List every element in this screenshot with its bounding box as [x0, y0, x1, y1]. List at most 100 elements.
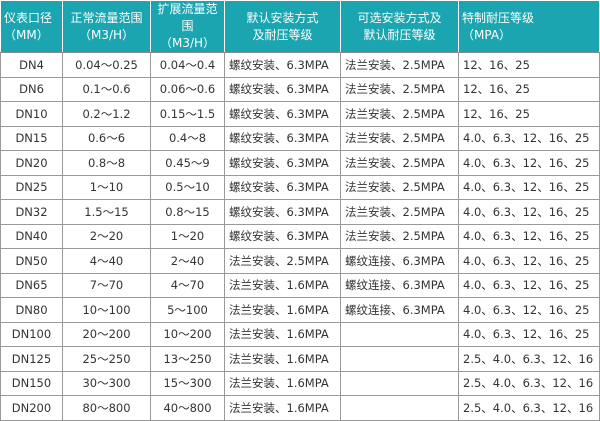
cell-optional-installation: 螺纹连接、6.3MPA: [340, 248, 459, 274]
cell-special-pressure-rating: 4.0、6.3、12、16、25: [458, 272, 600, 298]
cell-caliber: DN15: [0, 125, 63, 151]
cell-caliber: DN65: [0, 272, 63, 298]
cell-default-installation: 螺纹安装、6.3MPA: [224, 174, 341, 200]
cell-optional-installation: 法兰安装、2.5MPA: [340, 76, 459, 102]
cell-optional-installation: 法兰安装、2.5MPA: [340, 125, 459, 151]
cell-special-pressure-rating: 4.0、6.3、12、16、25: [458, 297, 600, 323]
cell-extended-flow-range: 40～800: [150, 395, 225, 421]
cell-normal-flow-range: 0.04～0.25: [62, 52, 151, 78]
cell-special-pressure-rating: 2.5、4.0、6.3、12、16: [458, 370, 600, 396]
header-line2: 及耐压等级: [252, 27, 313, 42]
cell-optional-installation: 法兰安装、2.5MPA: [340, 52, 459, 78]
cell-optional-installation: 法兰安装、2.5MPA: [340, 150, 459, 176]
cell-special-pressure-rating: 12、16、25: [458, 52, 600, 78]
cell-optional-installation: 螺纹连接、6.3MPA: [340, 272, 459, 298]
header-line2: 默认耐压等级: [363, 27, 436, 42]
cell-normal-flow-range: 0.1～0.6: [62, 76, 151, 102]
cell-caliber: DN32: [0, 199, 63, 225]
cell-default-installation: 法兰安装、2.5MPA: [224, 248, 341, 274]
cell-caliber: DN10: [0, 101, 63, 127]
header-line2: （M3/H）: [159, 36, 216, 50]
cell-extended-flow-range: 13～250: [150, 346, 225, 372]
header-default-installation: 默认安装方式 及耐压等级: [224, 0, 341, 53]
header-line2: （MM）: [4, 27, 49, 42]
header-normal-flow-range: 正常流量范围 （M3/H）: [62, 0, 151, 53]
table-row: DN40 2～20 1～20 螺纹安装、6.3MPA 法兰安装、2.5MPA 4.0、6.…: [0, 223, 600, 249]
cell-caliber: DN6: [0, 76, 63, 102]
cell-optional-installation: 螺纹连接、6.3MPA: [340, 297, 459, 323]
cell-optional-installation: 法兰安装、2.5MPA: [340, 174, 459, 200]
header-line1: 正常流量范围: [70, 10, 143, 25]
cell-normal-flow-range: 0.8～8: [62, 150, 151, 176]
cell-normal-flow-range: 1.5～15: [62, 199, 151, 225]
cell-default-installation: 法兰安装、1.6MPA: [224, 272, 341, 298]
cell-special-pressure-rating: 4.0、6.3、12、16、25: [458, 199, 600, 225]
cell-normal-flow-range: 4～40: [62, 248, 151, 274]
cell-normal-flow-range: 7～70: [62, 272, 151, 298]
header-special-pressure-rating: 特制耐压等级 （MPA）: [458, 0, 600, 53]
cell-caliber: DN200: [0, 395, 63, 421]
cell-caliber: DN125: [0, 346, 63, 372]
cell-special-pressure-rating: 2.5、4.0、6.3、12、16: [458, 346, 600, 372]
header-line1: 特制耐压等级: [462, 10, 535, 25]
cell-extended-flow-range: 0.5～10: [150, 174, 225, 200]
cell-caliber: DN20: [0, 150, 63, 176]
cell-caliber: DN150: [0, 370, 63, 396]
header-row: 仪表口径 （MM） 正常流量范围 （M3/H） 扩展流量范围 （M3/H） 默认安装方式 及耐…: [0, 0, 600, 53]
cell-default-installation: 螺纹安装、6.3MPA: [224, 52, 341, 78]
cell-normal-flow-range: 20～200: [62, 321, 151, 347]
table-row: DN65 7～70 4～70 法兰安装、1.6MPA 螺纹连接、6.3MPA 4.0、6.…: [0, 272, 600, 298]
table-row: DN125 25～250 13～250 法兰安装、1.6MPA 2.5、4.0、6.3、…: [0, 346, 600, 372]
cell-optional-installation: [340, 321, 459, 347]
header-line2: （MPA）: [462, 27, 512, 42]
cell-normal-flow-range: 80～800: [62, 395, 151, 421]
cell-extended-flow-range: 4～70: [150, 272, 225, 298]
cell-optional-installation: [340, 370, 459, 396]
cell-extended-flow-range: 0.06～0.6: [150, 76, 225, 102]
cell-optional-installation: 法兰安装、2.5MPA: [340, 223, 459, 249]
cell-caliber: DN50: [0, 248, 63, 274]
header-line1: 仪表口径: [4, 10, 53, 25]
cell-optional-installation: 法兰安装、2.5MPA: [340, 101, 459, 127]
header-optional-installation: 可选安装方式及 默认耐压等级: [340, 0, 459, 53]
cell-default-installation: 法兰安装、1.6MPA: [224, 395, 341, 421]
cell-default-installation: 法兰安装、1.6MPA: [224, 346, 341, 372]
cell-caliber: DN25: [0, 174, 63, 200]
cell-default-installation: 法兰安装、1.6MPA: [224, 370, 341, 396]
header-line1: 可选安装方式及: [357, 10, 442, 25]
cell-extended-flow-range: 0.15～1.5: [150, 101, 225, 127]
cell-extended-flow-range: 0.45～9: [150, 150, 225, 176]
cell-extended-flow-range: 0.8～15: [150, 199, 225, 225]
table-row: DN6 0.1～0.6 0.06～0.6 螺纹安装、6.3MPA 法兰安装、2.5MPA…: [0, 76, 600, 102]
cell-special-pressure-rating: 12、16、25: [458, 101, 600, 127]
cell-normal-flow-range: 25～250: [62, 346, 151, 372]
cell-special-pressure-rating: 4.0、6.3、12、16、25: [458, 125, 600, 151]
cell-special-pressure-rating: 4.0、6.3、12、16、25: [458, 223, 600, 249]
cell-optional-installation: 法兰安装、2.5MPA: [340, 199, 459, 225]
cell-default-installation: 螺纹安装、6.3MPA: [224, 101, 341, 127]
table-row: DN50 4～40 2～40 法兰安装、2.5MPA 螺纹连接、6.3MPA 4.0、6.…: [0, 248, 600, 274]
cell-extended-flow-range: 2～40: [150, 248, 225, 274]
cell-default-installation: 螺纹安装、6.3MPA: [224, 223, 341, 249]
cell-extended-flow-range: 15～300: [150, 370, 225, 396]
cell-default-installation: 螺纹安装、6.3MPA: [224, 199, 341, 225]
cell-caliber: DN100: [0, 321, 63, 347]
cell-normal-flow-range: 10～100: [62, 297, 151, 323]
table-row: DN15 0.6～6 0.4～8 螺纹安装、6.3MPA 法兰安装、2.5MPA 4.0、…: [0, 125, 600, 151]
cell-normal-flow-range: 2～20: [62, 223, 151, 249]
cell-special-pressure-rating: 2.5、4.0、6.3、12、16: [458, 395, 600, 421]
cell-special-pressure-rating: 4.0、6.3、12、16、25: [458, 174, 600, 200]
cell-extended-flow-range: 5～100: [150, 297, 225, 323]
cell-caliber: DN40: [0, 223, 63, 249]
cell-caliber: DN80: [0, 297, 63, 323]
table-row: DN32 1.5～15 0.8～15 螺纹安装、6.3MPA 法兰安装、2.5MPA 4.…: [0, 199, 600, 225]
cell-normal-flow-range: 0.6～6: [62, 125, 151, 151]
cell-special-pressure-rating: 4.0、6.3、12、16、25: [458, 248, 600, 274]
table-row: DN150 30～300 15～300 法兰安装、1.6MPA 2.5、4.0、6.3、…: [0, 370, 600, 396]
cell-special-pressure-rating: 4.0、6.3、12、16、25: [458, 150, 600, 176]
table-row: DN100 20～200 10～200 法兰安装、1.6MPA 4.0、6.3、12、1…: [0, 321, 600, 347]
table-row: DN4 0.04～0.25 0.04～0.4 螺纹安装、6.3MPA 法兰安装、2.5M…: [0, 52, 600, 78]
cell-extended-flow-range: 0.4～8: [150, 125, 225, 151]
cell-normal-flow-range: 1～10: [62, 174, 151, 200]
